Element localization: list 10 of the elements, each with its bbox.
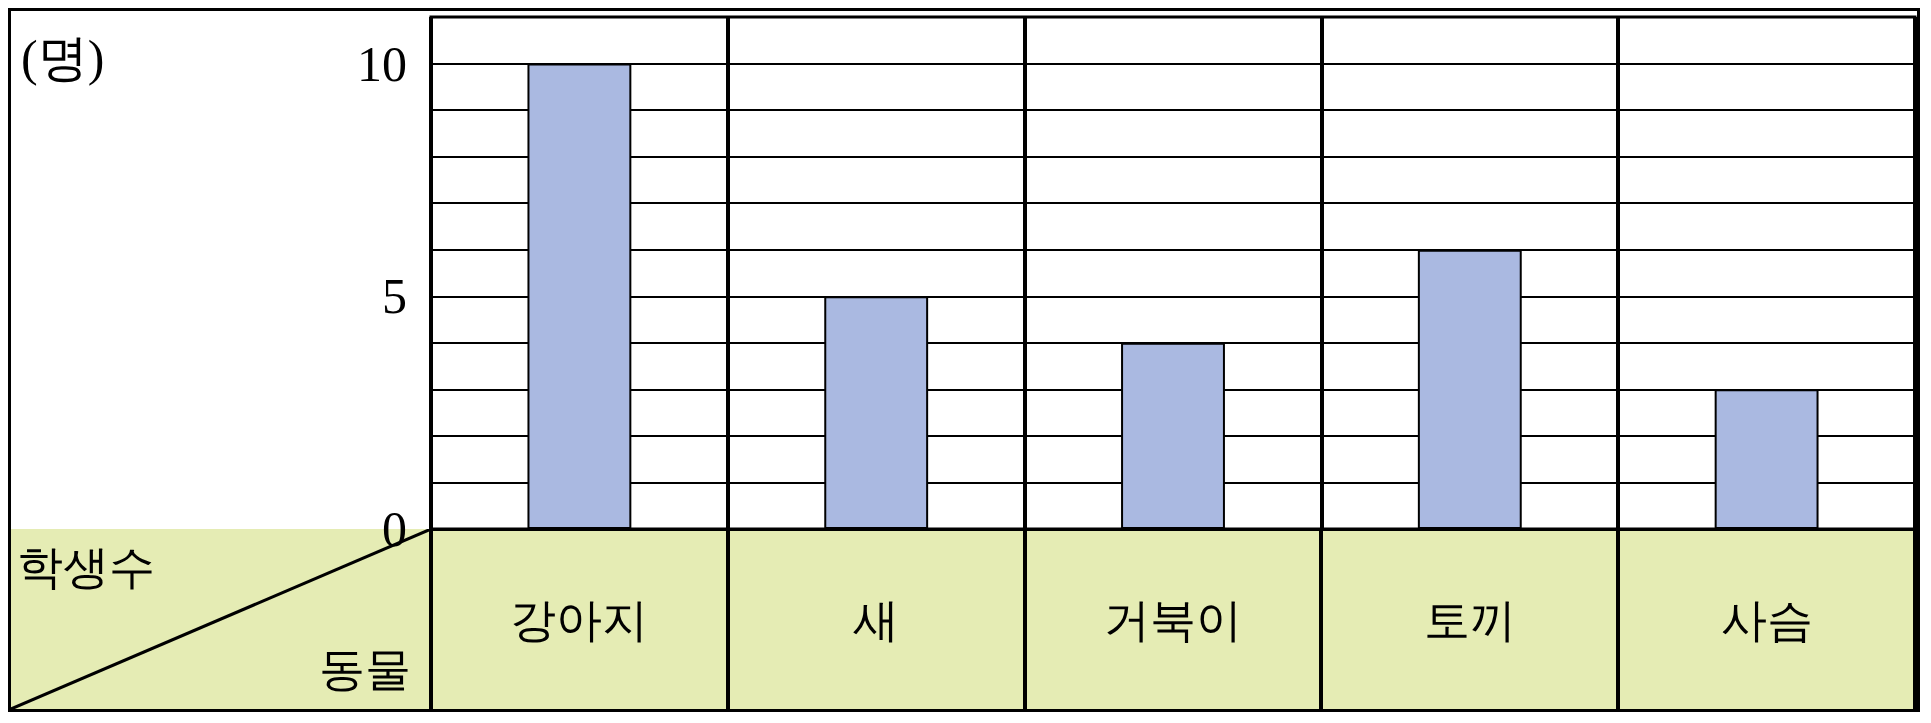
x-tick-label: 토끼 <box>1423 594 1516 646</box>
y-tick-label: 5 <box>382 268 407 325</box>
x-tick-label: 사슴 <box>1720 594 1813 646</box>
y-tick-label: 10 <box>357 35 407 92</box>
x-tick-label: 강아지 <box>510 594 649 646</box>
x-tick-label: 거북이 <box>1104 594 1242 646</box>
x-tick-label: 새 <box>853 594 900 646</box>
y-axis-title: 학생수 <box>17 541 155 595</box>
text: (명) <box>21 29 105 88</box>
x-axis-title: 동물 <box>319 643 411 697</box>
